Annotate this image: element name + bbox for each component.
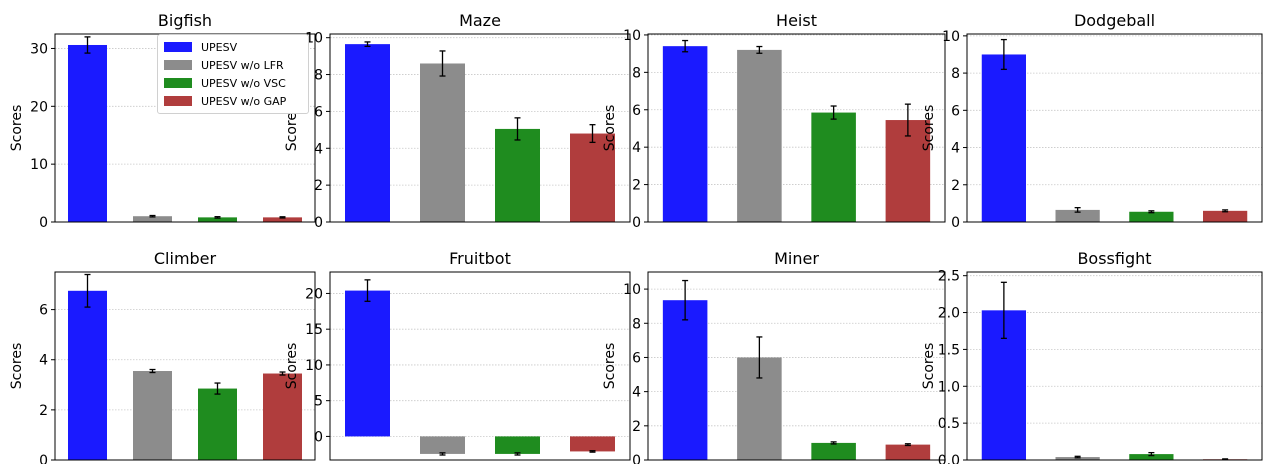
- chart-title: Heist: [776, 11, 817, 30]
- legend-swatch-vsc: [164, 78, 192, 88]
- y-tick-label: 6: [951, 103, 960, 119]
- y-tick-label: 8: [632, 65, 641, 81]
- legend-item: UPESV w/o VSC: [164, 74, 302, 92]
- y-tick-label: 15: [305, 322, 323, 338]
- y-axis-label: Scores: [9, 343, 25, 390]
- bar-upesv: [663, 300, 708, 460]
- y-tick-label: 4: [632, 385, 641, 401]
- y-tick-label: 10: [942, 29, 960, 45]
- legend-item: UPESV w/o LFR: [164, 56, 302, 74]
- legend-swatch-lfr: [164, 60, 192, 70]
- y-tick-label: 6: [632, 350, 641, 366]
- chart-title: Maze: [459, 11, 501, 30]
- y-tick-label: 10: [30, 157, 48, 173]
- bar-upesv: [982, 54, 1026, 222]
- y-tick-label: 30: [30, 41, 48, 57]
- y-tick-label: 2: [951, 178, 960, 194]
- bar-upesv-w-o-vsc: [198, 389, 237, 460]
- legend-swatch-gap: [164, 96, 192, 106]
- y-tick-label: 0: [632, 215, 641, 231]
- y-tick-label: 5: [314, 394, 323, 410]
- y-tick-label: 6: [39, 303, 48, 319]
- y-tick-label: 20: [305, 286, 323, 302]
- y-axis-label: Scores: [602, 343, 618, 390]
- y-tick-label: 8: [632, 316, 641, 332]
- y-tick-label: 0: [39, 453, 48, 464]
- chart-panel-bossfight: 0.0 0.5 1.0 1.5 2.0 2.5 Bossfight Scores: [921, 249, 1262, 464]
- y-tick-label: 4: [39, 353, 48, 369]
- bar-upesv: [663, 46, 708, 222]
- legend: UPESV UPESV w/o LFR UPESV w/o VSC UPESV …: [157, 34, 309, 114]
- y-tick-label: 2: [39, 403, 48, 419]
- legend-label: UPESV w/o GAP: [201, 95, 286, 108]
- y-tick-label: 20: [30, 99, 48, 115]
- chart-title: Fruitbot: [449, 249, 511, 268]
- legend-item: UPESV: [164, 38, 302, 56]
- chart-title: Bigfish: [158, 11, 212, 30]
- bar-upesv-w-o-vsc: [811, 443, 856, 460]
- chart-panel-maze: 0 2 4 6 8 10 Maze Scores: [284, 11, 630, 231]
- bar-upesv: [68, 45, 107, 222]
- chart-title: Dodgeball: [1074, 11, 1155, 30]
- y-tick-label: 2: [632, 178, 641, 194]
- bar-upesv: [345, 44, 390, 222]
- legend-item: UPESV w/o GAP: [164, 92, 302, 110]
- y-tick-label: 0.0: [938, 453, 960, 464]
- y-tick-label: 4: [951, 141, 960, 157]
- chart-title: Miner: [774, 249, 819, 268]
- y-tick-label: 10: [623, 28, 641, 44]
- bar-upesv-w-o-vsc: [495, 129, 540, 222]
- bar-upesv: [68, 291, 107, 460]
- bar-upesv-w-o-lfr: [420, 63, 465, 222]
- y-tick-label: 6: [314, 104, 323, 120]
- y-tick-label: 2.0: [938, 306, 960, 322]
- chart-panel-miner: 0 2 4 6 8 10 Miner Scores: [602, 249, 945, 464]
- y-axis-label: Scores: [602, 105, 618, 152]
- chart-panel-heist: 0 2 4 6 8 10 Heist Scores: [602, 11, 945, 231]
- y-tick-label: 4: [314, 141, 323, 157]
- y-tick-label: 0: [39, 215, 48, 231]
- legend-swatch-upesv: [164, 42, 192, 52]
- bar-upesv-w-o-gap: [1203, 211, 1247, 222]
- legend-label: UPESV: [201, 41, 237, 54]
- chart-panel-dodgeball: 0 2 4 6 8 10 Dodgeball Scores: [921, 11, 1262, 231]
- y-tick-label: 4: [632, 140, 641, 156]
- legend-label: UPESV w/o LFR: [201, 59, 284, 72]
- y-tick-label: 0: [632, 453, 641, 464]
- y-tick-label: 0.5: [938, 416, 960, 432]
- y-tick-label: 0: [314, 215, 323, 231]
- y-tick-label: 2: [314, 178, 323, 194]
- y-axis-label: Scores: [921, 343, 937, 390]
- bar-upesv: [345, 291, 390, 437]
- bar-upesv-w-o-lfr: [133, 371, 172, 460]
- y-axis-label: Scores: [921, 105, 937, 152]
- y-tick-label: 1.0: [938, 379, 960, 395]
- chart-panel-climber: 0 2 4 6 Climber Scores: [9, 249, 315, 464]
- chart-title: Climber: [154, 249, 217, 268]
- y-tick-label: 1.5: [938, 342, 960, 358]
- y-tick-label: 8: [314, 68, 323, 84]
- y-tick-label: 10: [305, 358, 323, 374]
- bar-upesv-w-o-vsc: [495, 436, 540, 454]
- bar-upesv-w-o-vsc: [811, 113, 856, 222]
- chart-panel-fruitbot: 0 5 10 15 20 Fruitbot Scores: [284, 249, 630, 460]
- y-tick-label: 0: [314, 429, 323, 445]
- y-tick-label: 0: [951, 215, 960, 231]
- y-tick-label: 8: [951, 66, 960, 82]
- y-tick-label: 2.5: [938, 269, 960, 285]
- chart-title: Bossfight: [1077, 249, 1151, 268]
- bar-upesv-w-o-lfr: [737, 50, 782, 222]
- bar-upesv-w-o-gap: [570, 436, 615, 451]
- legend-label: UPESV w/o VSC: [201, 77, 286, 90]
- bar-upesv-w-o-gap: [886, 445, 931, 460]
- bar-upesv-w-o-lfr: [420, 436, 465, 454]
- y-tick-label: 10: [623, 282, 641, 298]
- y-tick-label: 6: [632, 103, 641, 119]
- y-tick-label: 2: [632, 419, 641, 435]
- y-axis-label: Scores: [284, 343, 300, 390]
- y-axis-label: Scores: [9, 105, 25, 152]
